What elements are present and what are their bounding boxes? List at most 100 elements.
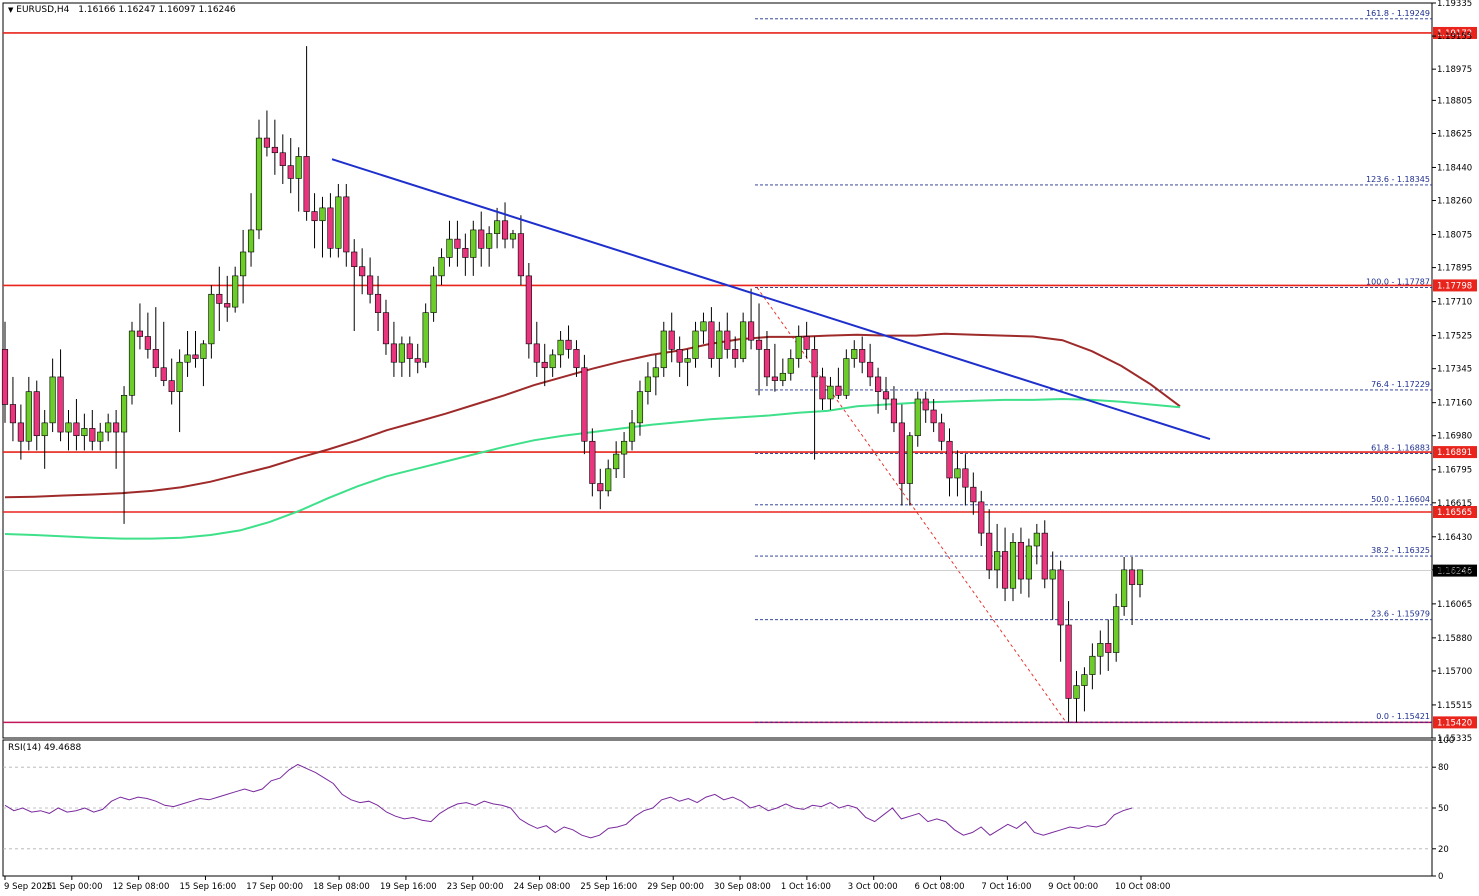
levels-layer: 1.19172 1.17798 1.16891 1.16565 1.15420 1.162…: [3, 26, 1477, 729]
price-tick-label: 1.18440: [1437, 163, 1472, 173]
bearish-candle: [1001, 551, 1009, 589]
bearish-candle: [1017, 542, 1025, 580]
bullish-candle: [628, 422, 636, 442]
bullish-candle: [1121, 569, 1128, 607]
fibonacci-label: 50.0 - 1.16604: [1371, 495, 1430, 504]
bearish-candle: [803, 336, 810, 350]
bearish-candle: [962, 468, 969, 488]
bearish-candle: [168, 380, 175, 392]
bullish-candle: [128, 330, 136, 396]
bearish-candle: [152, 349, 159, 369]
bullish-candle: [240, 251, 247, 277]
bearish-candle: [303, 156, 310, 212]
bearish-candle: [978, 501, 985, 534]
fibonacci-label: 0.0 - 1.15421: [1376, 712, 1430, 721]
current-price-tag: [1433, 564, 1477, 577]
bearish-candle: [414, 358, 421, 363]
bullish-candle: [1081, 674, 1088, 686]
bearish-candle: [263, 137, 271, 148]
bearish-candle: [819, 376, 826, 400]
level-price-label: 1.15420: [1437, 718, 1472, 728]
price-tick-label: 1.18805: [1437, 96, 1472, 106]
level-price-label: 1.17798: [1437, 281, 1472, 291]
rsi-tick-label: 50: [1438, 804, 1449, 814]
bearish-candle: [565, 339, 572, 350]
bullish-candle: [636, 391, 644, 424]
bearish-candle: [541, 361, 548, 369]
fibonacci-label: 61.8 - 1.16883: [1371, 444, 1430, 453]
bullish-candle: [438, 257, 445, 277]
time-tick-label: 23 Sep 00:00: [447, 882, 504, 892]
bullish-candle: [25, 391, 32, 442]
level-price-tag: [1433, 446, 1477, 459]
dropdown-triangle-icon[interactable]: ▼: [8, 6, 14, 14]
rsi-tick-label: 80: [1438, 763, 1449, 773]
price-tick-label: 1.16980: [1437, 432, 1472, 442]
bearish-candle: [581, 367, 588, 442]
rsi-tick-label: 100: [1438, 736, 1454, 746]
price-tick-label: 1.17525: [1437, 332, 1472, 342]
time-tick-label: 18 Sep 08:00: [313, 882, 370, 892]
bearish-candle: [367, 275, 374, 295]
level-price-tag: [1433, 26, 1477, 39]
bearish-candle: [1, 349, 9, 405]
bullish-candle: [208, 293, 215, 345]
bearish-candle: [1065, 624, 1072, 699]
bullish-candle: [486, 233, 493, 249]
bullish-candle: [692, 330, 699, 359]
bullish-candle: [851, 349, 858, 359]
descending-trendline: [331, 158, 1211, 440]
bearish-candle: [192, 354, 199, 359]
bullish-candle: [557, 339, 564, 356]
main-plot-frame: [2, 2, 1433, 739]
bearish-candle: [1105, 643, 1112, 653]
bullish-candle: [1113, 606, 1120, 653]
bearish-candle: [136, 330, 144, 337]
time-tick-label: 25 Sep 16:00: [580, 882, 637, 892]
bearish-candle: [771, 376, 778, 381]
bearish-candle: [89, 428, 96, 442]
time-tick-label: 11 Sep 00:00: [46, 882, 103, 892]
bullish-candle: [1073, 685, 1080, 699]
bearish-candle: [589, 440, 596, 484]
time-tick-label: 19 Sep 16:00: [380, 882, 437, 892]
bullish-candle: [1136, 569, 1144, 585]
bearish-candle: [573, 349, 580, 369]
bearish-candle: [1041, 532, 1048, 580]
bullish-candle: [81, 428, 88, 437]
rsi-layer: 100 80 50 20 0: [3, 736, 1454, 882]
bullish-candle: [779, 372, 786, 381]
time-tick-label: 10 Oct 08:00: [1115, 882, 1170, 892]
rsi-header: RSI(14) 49.4688: [8, 743, 81, 753]
trendline-layer: [331, 158, 1211, 440]
bearish-candle: [216, 293, 223, 304]
bearish-candle: [724, 330, 731, 350]
bullish-candle: [914, 398, 921, 437]
moving-average-slow: [4, 332, 1181, 499]
rsi-tick-label: 20: [1438, 845, 1449, 855]
bullish-candle: [1089, 655, 1096, 675]
time-tick-label: 17 Sep 00:00: [246, 882, 303, 892]
time-tick-label: 24 Sep 08:00: [514, 882, 571, 892]
level-price-label: 1.16565: [1437, 508, 1472, 518]
rsi-label: RSI(14) 49.4688: [8, 743, 82, 753]
bearish-candle: [73, 422, 80, 437]
bearish-candle: [17, 422, 24, 442]
bearish-candle: [874, 376, 882, 392]
bullish-candle: [422, 312, 429, 363]
bullish-candle: [787, 358, 794, 374]
bullish-candle: [549, 354, 556, 369]
time-tick-label: 9 Sep 2025: [4, 882, 52, 892]
time-tick-label: 6 Oct 08:00: [915, 882, 965, 892]
bearish-candle: [351, 251, 358, 267]
bearish-candle: [867, 361, 874, 378]
bearish-candle: [517, 233, 524, 277]
bearish-candle: [271, 146, 278, 154]
bearish-candle: [1057, 569, 1064, 626]
current-price-label: 1.16246: [1437, 567, 1472, 577]
bearish-candle: [811, 349, 818, 378]
bullish-candle: [295, 156, 302, 179]
fibonacci-label: 123.6 - 1.18345: [1366, 175, 1430, 184]
